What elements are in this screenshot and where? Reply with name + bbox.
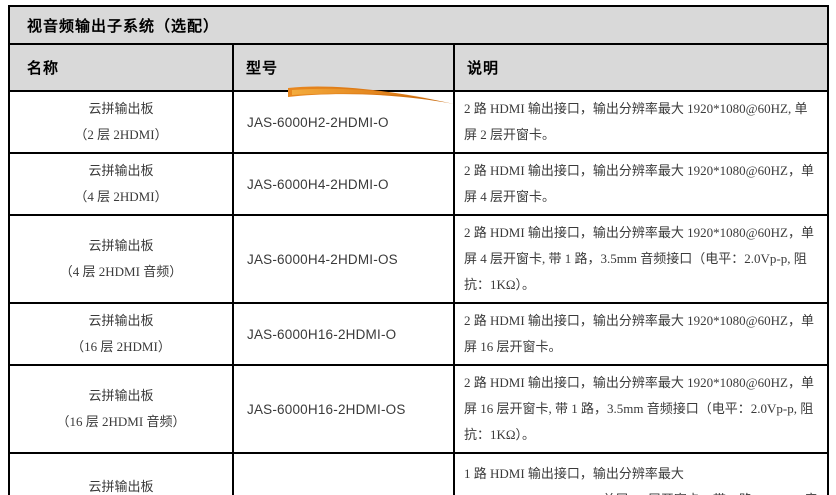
- name-cell: 云拼输出板 （16 层 2HDMI 音频）: [8, 364, 234, 454]
- column-header-description: 说明: [453, 43, 829, 92]
- table-row: 云拼输出板 （16 层 2HDMI） JAS-6000H16-2HDMI-O 2…: [8, 302, 829, 366]
- product-variant: （4 层 2HDMI）: [74, 189, 168, 204]
- description-cell: 2 路 HDMI 输出接口，输出分辨率最大 1920*1080@60HZ，单屏 …: [453, 364, 829, 454]
- description-cell: 1 路 HDMI 输出接口，输出分辨率最大 4K(3840*2160@60HZ)…: [453, 452, 829, 495]
- product-variant: （16 层 2HDMI 音频）: [56, 414, 186, 429]
- description-cell: 2 路 HDMI 输出接口，输出分辨率最大 1920*1080@60HZ，单屏 …: [453, 214, 829, 304]
- model-cell: JAS-6000H4-2HDMI-OS: [232, 214, 455, 304]
- name-cell: 云拼输出板 （16 层 1HDMI 音频 4K）: [8, 452, 234, 495]
- spec-table: 视音频输出子系统（选配） 名称 型号 说明 云拼输出板 （2 层 2HDMI） …: [8, 5, 829, 495]
- column-header-model: 型号: [232, 43, 455, 92]
- product-variant: （16 层 2HDMI）: [71, 339, 171, 354]
- table-row: 云拼输出板 （2 层 2HDMI） JAS-6000H2-2HDMI-O 2 路…: [8, 90, 829, 154]
- table-header-row: 名称 型号 说明: [8, 43, 829, 92]
- table-title: 视音频输出子系统（选配）: [8, 5, 829, 45]
- product-name: 云拼输出板: [88, 238, 154, 253]
- table-row: 云拼输出板 （16 层 2HDMI 音频） JAS-6000H16-2HDMI-…: [8, 364, 829, 454]
- product-name: 云拼输出板: [88, 163, 154, 178]
- product-name: 云拼输出板: [88, 388, 154, 403]
- model-cell: JAS-6000H16-2HDMI-O: [232, 302, 455, 366]
- description-cell: 2 路 HDMI 输出接口，输出分辨率最大 1920*1080@60HZ，单屏 …: [453, 152, 829, 216]
- column-header-name: 名称: [8, 43, 234, 92]
- model-cell: JAS-6000H2-2HDMI-O: [232, 90, 455, 154]
- model-cell: JAS-6000H4-2HDMI-O: [232, 152, 455, 216]
- table-title-row: 视音频输出子系统（选配）: [8, 5, 829, 45]
- description-cell: 2 路 HDMI 输出接口，输出分辨率最大 1920*1080@60HZ，单屏 …: [453, 302, 829, 366]
- name-cell: 云拼输出板 （16 层 2HDMI）: [8, 302, 234, 366]
- product-variant: （4 层 2HDMI 音频）: [59, 264, 183, 279]
- model-cell: JAS-6000IP16-1HDMI-4K-OS: [232, 452, 455, 495]
- product-variant: （2 层 2HDMI）: [74, 127, 168, 142]
- product-name: 云拼输出板: [88, 479, 154, 494]
- name-cell: 云拼输出板 （2 层 2HDMI）: [8, 90, 234, 154]
- name-cell: 云拼输出板 （4 层 2HDMI 音频）: [8, 214, 234, 304]
- table-row: 云拼输出板 （4 层 2HDMI 音频） JAS-6000H4-2HDMI-OS…: [8, 214, 829, 304]
- table-row: 云拼输出板 （4 层 2HDMI） JAS-6000H4-2HDMI-O 2 路…: [8, 152, 829, 216]
- table-row: 云拼输出板 （16 层 1HDMI 音频 4K） JAS-6000IP16-1H…: [8, 452, 829, 495]
- model-cell: JAS-6000H16-2HDMI-OS: [232, 364, 455, 454]
- description-cell: 2 路 HDMI 输出接口，输出分辨率最大 1920*1080@60HZ, 单屏…: [453, 90, 829, 154]
- name-cell: 云拼输出板 （4 层 2HDMI）: [8, 152, 234, 216]
- product-name: 云拼输出板: [88, 101, 154, 116]
- product-name: 云拼输出板: [88, 313, 154, 328]
